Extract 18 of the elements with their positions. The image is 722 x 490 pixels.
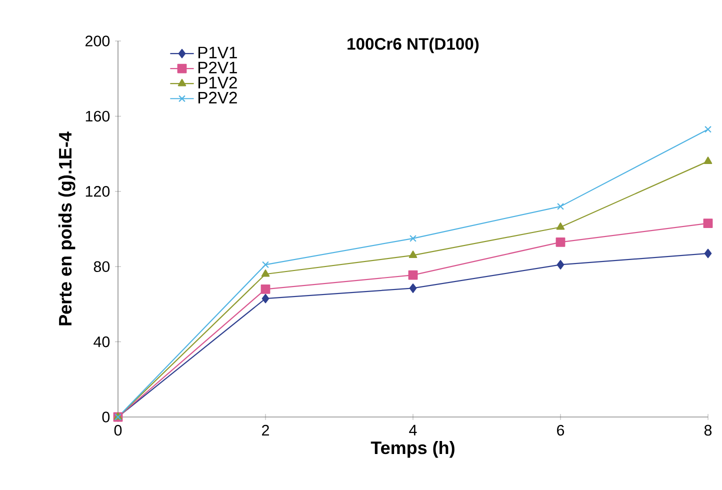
- legend-label: P2V1: [198, 62, 237, 74]
- legend-label: P1V2: [198, 76, 237, 88]
- y-tick-label: 80: [94, 261, 110, 272]
- y-tick-label: 160: [86, 110, 110, 122]
- y-tick-label: 40: [94, 336, 110, 348]
- legend-label: P1V1: [198, 46, 237, 58]
- y-axis-title: Perte en poids (g).1E-4: [58, 132, 76, 326]
- chart-title: 100Cr6 NT(D100): [348, 38, 479, 54]
- x-axis-title: Temps (h): [370, 440, 454, 458]
- x-tick-label: 0: [114, 424, 122, 436]
- y-tick-label: 0: [102, 412, 110, 422]
- x-tick-label: 2: [262, 424, 269, 436]
- y-tick-label: 120: [86, 186, 110, 197]
- y-tick-label: 200: [86, 36, 110, 46]
- legend-label: P2V2: [198, 92, 237, 104]
- x-tick-label: 4: [409, 424, 417, 436]
- x-tick-label: 6: [557, 424, 564, 436]
- x-tick-label: 8: [704, 424, 712, 436]
